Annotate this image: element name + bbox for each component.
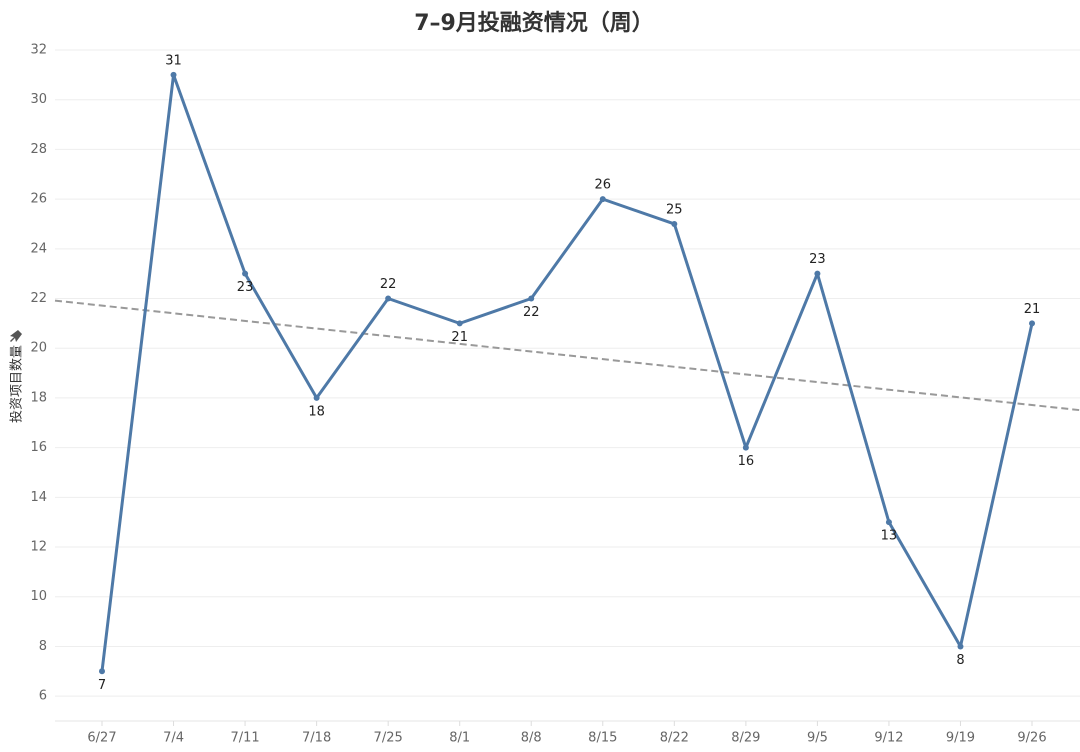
point — [957, 643, 964, 650]
x-tick-label: 7/25 — [374, 731, 403, 746]
data-label: 22 — [380, 277, 397, 292]
point — [1029, 320, 1036, 327]
x-tick-label: 6/27 — [87, 731, 116, 746]
data-label: 31 — [165, 53, 182, 68]
y-tick-label: 28 — [30, 142, 47, 157]
x-tick-label: 7/11 — [230, 731, 259, 746]
data-label: 25 — [666, 202, 683, 217]
x-tick-label: 8/22 — [660, 731, 689, 746]
y-tick-label: 14 — [30, 490, 47, 505]
data-label: 18 — [308, 404, 325, 419]
data-label: 16 — [738, 454, 755, 469]
x-tick-label: 8/8 — [521, 731, 542, 746]
data-label: 7 — [98, 678, 106, 693]
x-tick-label: 9/5 — [807, 731, 828, 746]
y-tick-label: 12 — [30, 540, 47, 555]
y-axis-title: 投资项目数量 — [9, 345, 25, 423]
point — [885, 519, 892, 526]
data-label: 23 — [237, 280, 254, 295]
data-label: 21 — [1024, 302, 1041, 317]
y-tick-label: 22 — [30, 291, 47, 306]
trend-line — [54, 299, 1080, 412]
x-tick-label: 8/15 — [588, 731, 617, 746]
point — [742, 444, 749, 451]
y-tick-label: 8 — [39, 639, 47, 654]
pin-icon — [10, 330, 22, 342]
y-tick-label: 16 — [30, 440, 47, 455]
data-label: 21 — [451, 330, 468, 345]
y-axis-title-group: 投资项目数量 — [9, 330, 25, 423]
x-tick-label: 8/1 — [449, 731, 470, 746]
x-tick-label: 7/18 — [302, 731, 331, 746]
chart-title: 7–9月投融资情况（周） — [414, 10, 654, 36]
data-label: 13 — [881, 529, 898, 544]
x-tick-label: 8/29 — [731, 731, 760, 746]
point — [671, 220, 678, 227]
point — [528, 295, 535, 302]
x-tick-label: 7/4 — [163, 731, 184, 746]
y-tick-label: 6 — [39, 689, 47, 704]
data-label: 26 — [595, 178, 612, 193]
y-tick-label: 20 — [30, 341, 47, 356]
y-tick-label: 32 — [30, 43, 47, 58]
point — [313, 394, 320, 401]
data-label: 8 — [956, 653, 964, 668]
line — [100, 73, 1034, 672]
point — [242, 270, 249, 277]
y-tick-label: 10 — [30, 589, 47, 604]
y-tick-label: 18 — [30, 390, 47, 405]
point — [456, 320, 463, 327]
point — [99, 668, 105, 675]
point — [170, 71, 177, 78]
point — [814, 270, 821, 277]
x-tick-label: 9/12 — [874, 731, 903, 746]
data-label: 23 — [809, 252, 826, 267]
y-tick-label: 26 — [30, 192, 47, 207]
x-tick-label: 9/26 — [1017, 731, 1046, 746]
x-tick-label: 9/19 — [946, 731, 975, 746]
y-tick-label: 24 — [30, 241, 47, 256]
y-tick-label: 30 — [30, 92, 47, 107]
point — [385, 295, 392, 302]
point — [599, 196, 606, 203]
data-label: 22 — [523, 305, 540, 320]
